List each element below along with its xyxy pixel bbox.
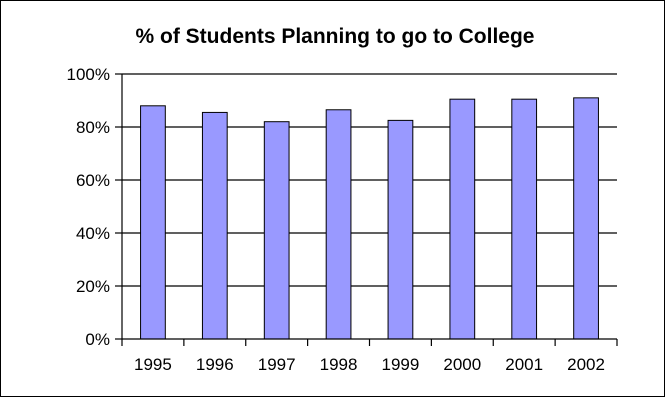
y-tick-label: 60% bbox=[76, 171, 110, 190]
y-tick-label: 80% bbox=[76, 118, 110, 137]
x-tick-label: 2002 bbox=[567, 355, 605, 374]
chart-title: % of Students Planning to go to College bbox=[136, 25, 535, 48]
x-tick-labels: 1995 1996 1997 1998 1999 2000 2001 2002 bbox=[134, 355, 605, 374]
bars bbox=[140, 97, 599, 340]
bar-2001 bbox=[511, 98, 538, 340]
y-tick-labels: 0% 20% 40% 60% 80% 100% bbox=[67, 65, 110, 349]
bar-1996 bbox=[201, 111, 228, 340]
y-tick-label: 20% bbox=[76, 277, 110, 296]
x-tick-label: 2000 bbox=[443, 355, 481, 374]
gridlines bbox=[122, 73, 617, 287]
x-tick-label: 1998 bbox=[320, 355, 358, 374]
x-tick-label: 2001 bbox=[505, 355, 543, 374]
x-tick-label: 1999 bbox=[382, 355, 420, 374]
bar-2002 bbox=[573, 97, 599, 340]
bar-1999 bbox=[387, 119, 414, 340]
bar-1995 bbox=[140, 105, 166, 340]
y-tick-label: 40% bbox=[76, 224, 110, 243]
bar-1997 bbox=[263, 121, 290, 340]
x-tick-label: 1995 bbox=[134, 355, 172, 374]
y-tick-label: 0% bbox=[85, 330, 110, 349]
y-tick-label: 100% bbox=[67, 65, 110, 84]
bar-2000 bbox=[449, 98, 476, 340]
x-tick-label: 1996 bbox=[196, 355, 234, 374]
axes bbox=[115, 73, 618, 346]
x-tick-label: 1997 bbox=[258, 355, 296, 374]
bar-1998 bbox=[325, 109, 352, 340]
